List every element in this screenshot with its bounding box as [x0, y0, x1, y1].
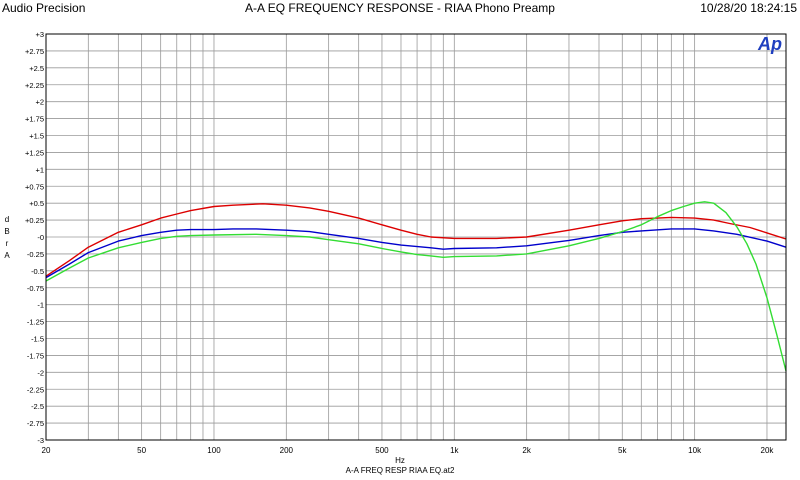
- y-tick-label: -0.5: [31, 267, 44, 276]
- series-group: [45, 201, 787, 372]
- y-tick-label: +1.5: [29, 132, 44, 141]
- chart-title: A-A EQ FREQUENCY RESPONSE - RIAA Phono P…: [245, 1, 555, 15]
- x-tick-label: 5k: [618, 446, 627, 455]
- y-tick-label: +0.5: [29, 199, 44, 208]
- timestamp: 10/28/20 18:24:15: [700, 1, 797, 15]
- plot-frame: [45, 33, 787, 441]
- y-tick-label: +2.75: [25, 47, 44, 56]
- y-tick-label: +2.5: [29, 64, 44, 73]
- y-tick-label: +0.25: [25, 216, 44, 225]
- y-tick-label: +1.75: [25, 115, 44, 124]
- y-axis-label: d B r A: [4, 215, 10, 260]
- x-tick-label: 20k: [761, 446, 775, 455]
- series-line-1: [45, 203, 787, 277]
- series-line-3: [45, 201, 787, 372]
- x-tick-label: 100: [207, 446, 221, 455]
- y-tick-label: -1: [37, 301, 44, 310]
- x-tick-label: 2k: [522, 446, 531, 455]
- y-tick-label: +1: [35, 165, 44, 174]
- y-tick-label: -2.75: [27, 419, 44, 428]
- x-tick-labels: 20 50 100 200 500 1k 2k 5k 10k 20k: [42, 446, 775, 455]
- filename-label: A-A FREQ RESP RIAA EQ.at2: [345, 466, 455, 475]
- x-tick-label: 10k: [688, 446, 702, 455]
- y-tick-label: -0: [37, 233, 44, 242]
- brand-label: Audio Precision: [2, 1, 86, 15]
- grid: [45, 33, 786, 441]
- y-tick-label: +2: [35, 98, 44, 107]
- logo-text: Ap: [757, 34, 782, 54]
- y-tick-label: +1.25: [25, 148, 44, 157]
- x-tick-label: 500: [375, 446, 389, 455]
- x-tick-label: 50: [137, 446, 146, 455]
- x-tick-label: 200: [280, 446, 294, 455]
- y-tick-label: -0.25: [27, 250, 44, 259]
- ap-logo-icon: Ap: [757, 34, 782, 54]
- y-tick-labels: +3 +2.75 +2.5 +2.25 +2 +1.75 +1.5 +1.25 +1 +0.75 +…: [25, 30, 44, 445]
- y-tick-label: +3: [35, 30, 44, 39]
- y-tick-label: -2: [37, 368, 44, 377]
- y-tick-label: +2.25: [25, 81, 44, 90]
- x-tick-label: 20: [42, 446, 51, 455]
- y-tick-label: -2.25: [27, 385, 44, 394]
- series-line-2: [45, 228, 787, 279]
- y-tick-label: -1.25: [27, 318, 44, 327]
- y-tick-label: -2.5: [31, 402, 44, 411]
- x-axis-label: Hz: [395, 456, 405, 465]
- y-tick-label: +0.75: [25, 182, 44, 191]
- y-tick-label: -1.5: [31, 335, 44, 344]
- y-tick-label: -1.75: [27, 351, 44, 360]
- y-tick-label: -3: [37, 436, 44, 445]
- y-tick-label: -0.75: [27, 284, 44, 293]
- x-tick-label: 1k: [450, 446, 459, 455]
